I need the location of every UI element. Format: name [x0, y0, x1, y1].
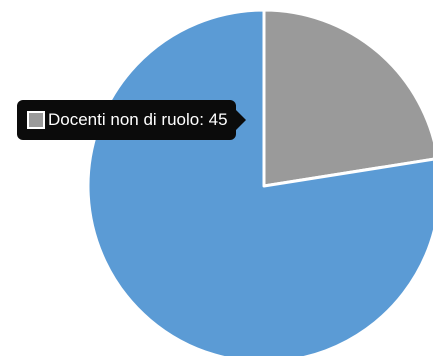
pie-slice-1[interactable] [86, 8, 433, 356]
pie-slice-0[interactable] [262, 8, 433, 188]
tooltip-label: Docenti non di ruolo: 45 [48, 110, 228, 129]
chart-tooltip: Docenti non di ruolo: 45 [17, 100, 246, 140]
tooltip-swatch [27, 111, 45, 129]
